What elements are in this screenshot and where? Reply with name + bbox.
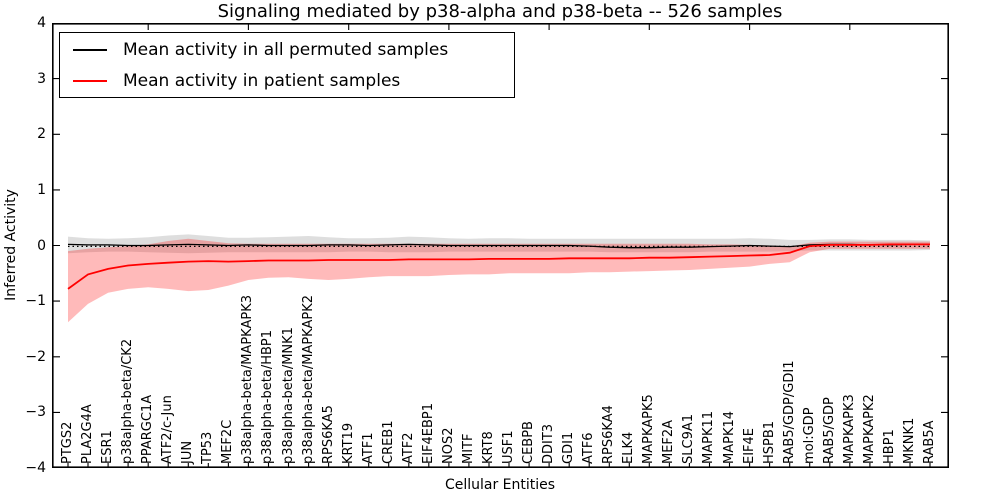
x-tick-label: JUN bbox=[180, 440, 196, 464]
x-tick-label: p38alpha-beta/MNK1 bbox=[280, 327, 296, 464]
axis-ticks bbox=[53, 23, 948, 468]
x-tick-label: ATF2/c-Jun bbox=[160, 395, 176, 464]
x-tick-label: CREB1 bbox=[380, 420, 396, 464]
x-tick-label: MAPK14 bbox=[721, 410, 737, 464]
y-tick-label: −3 bbox=[25, 404, 46, 421]
patient-line-swatch bbox=[73, 79, 107, 82]
plot-canvas bbox=[52, 23, 949, 468]
permuted-mean-line bbox=[67, 243, 930, 249]
x-tick-label: p38alpha-beta/MAPKAPK2 bbox=[300, 295, 316, 464]
x-tick-label: ATF6 bbox=[581, 432, 597, 464]
plot-frame bbox=[52, 23, 949, 468]
x-tick-label: PLA2G4A bbox=[80, 404, 96, 464]
x-tick-label: TP53 bbox=[200, 431, 216, 464]
x-tick-label: PTGS2 bbox=[60, 421, 75, 464]
x-tick-label: RPS6KA5 bbox=[320, 405, 336, 464]
x-tick-label: KRT8 bbox=[480, 431, 496, 464]
x-tick-label: DDIT3 bbox=[541, 423, 557, 464]
x-tick-label: RAB5/GDP/GDI1 bbox=[781, 360, 797, 464]
x-tick-label: RAB5A bbox=[922, 420, 937, 464]
permuted-band bbox=[68, 234, 930, 254]
x-tick-label: mol:GDP bbox=[801, 407, 817, 464]
plot-area bbox=[52, 23, 949, 468]
x-tick-label: EIF4EBP1 bbox=[420, 402, 436, 464]
x-tick-label: PPARGC1A bbox=[140, 394, 156, 464]
chart-title: Signaling mediated by p38-alpha and p38-… bbox=[217, 1, 783, 22]
x-tick-label: SLC9A1 bbox=[681, 413, 697, 464]
x-tick-label: MITF bbox=[460, 433, 476, 464]
patient-mean-line bbox=[67, 243, 930, 290]
legend-item-permuted: Mean activity in all permuted samples bbox=[60, 34, 514, 65]
permuted-line-swatch bbox=[73, 48, 107, 51]
y-tick-label: −4 bbox=[25, 460, 46, 476]
legend-item-patient: Mean activity in patient samples bbox=[60, 65, 514, 96]
y-tick-label: 4 bbox=[37, 15, 46, 31]
y-tick-label: 3 bbox=[37, 70, 46, 87]
x-tick-label: p38alpha-beta/CK2 bbox=[120, 338, 136, 464]
x-axis-label: Cellular Entities bbox=[444, 477, 556, 493]
x-tick-label: MKNK1 bbox=[901, 417, 917, 464]
patient-band bbox=[68, 238, 930, 323]
y-tick-label: −2 bbox=[25, 348, 46, 365]
x-tick-label: HSPB1 bbox=[761, 420, 777, 464]
x-tick-label: EIF4E bbox=[741, 427, 757, 464]
x-tick-label: MAPKAPK2 bbox=[861, 394, 877, 464]
x-tick-label: MEF2C bbox=[220, 419, 236, 464]
x-tick-label: KRT19 bbox=[340, 422, 356, 464]
y-tick-label: −1 bbox=[25, 293, 46, 310]
legend-label: Mean activity in patient samples bbox=[123, 70, 401, 91]
x-tick-label: p38alpha-beta/MAPKAPK3 bbox=[240, 295, 256, 464]
y-tick-label: 2 bbox=[37, 126, 46, 143]
legend-label: Mean activity in all permuted samples bbox=[123, 39, 449, 60]
x-tick-label: MAPKAPK3 bbox=[841, 394, 857, 464]
x-tick-label: CEBPB bbox=[521, 421, 537, 464]
x-tick-label: RPS6KA4 bbox=[601, 405, 617, 464]
x-tick-label: ATF1 bbox=[360, 432, 376, 464]
x-tick-label: GDI1 bbox=[561, 431, 577, 464]
x-tick-label: MEF2A bbox=[661, 419, 677, 464]
x-tick-label: ATF2 bbox=[400, 432, 416, 464]
x-tick-label: ELK4 bbox=[621, 431, 637, 464]
x-tick-label: ESR1 bbox=[100, 430, 116, 464]
x-tick-label: MAPK11 bbox=[701, 410, 717, 464]
x-tick-label: NOS2 bbox=[440, 427, 456, 464]
x-tick-label: RAB5/GDP bbox=[821, 397, 837, 464]
legend: Mean activity in all permuted samples Me… bbox=[59, 32, 515, 98]
y-tick-label: 1 bbox=[37, 181, 46, 198]
y-tick-label: 0 bbox=[37, 237, 46, 254]
x-tick-label: HBP1 bbox=[881, 429, 897, 464]
x-tick-label: USF1 bbox=[501, 430, 517, 464]
x-tick-label: p38alpha-beta/HBP1 bbox=[260, 329, 276, 464]
x-tick-label: MAPKAPK5 bbox=[641, 394, 657, 464]
